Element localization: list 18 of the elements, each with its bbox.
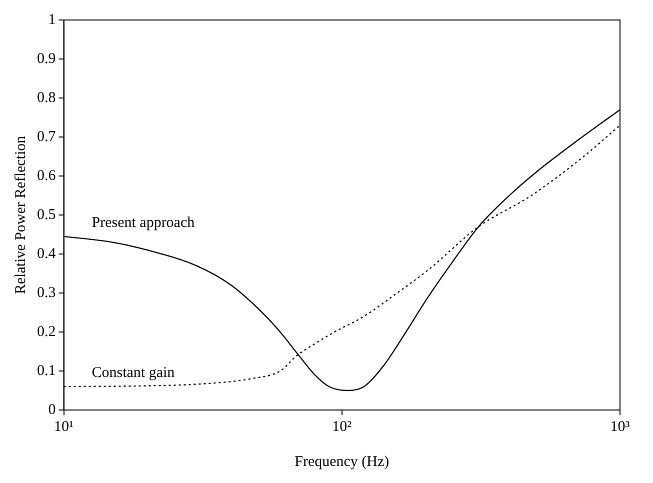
y-tick-label: 0.8 (37, 90, 56, 106)
series-label: Constant gain (92, 365, 176, 382)
y-tick-label: 0.2 (37, 324, 56, 340)
y-tick-label: 0.1 (37, 362, 56, 379)
x-tick-label: 10¹ (54, 418, 74, 435)
x-tick-label: 10³ (610, 418, 630, 435)
y-tick-label: 0.7 (37, 128, 56, 145)
y-tick-label: 0.5 (37, 206, 56, 223)
x-axis-title: Frequency (Hz) (294, 454, 390, 470)
y-tick-label: 0.9 (37, 50, 56, 67)
y-tick-label: 1 (48, 12, 56, 28)
y-tick-label: 0.4 (37, 246, 56, 262)
x-tick-label: 10² (332, 418, 352, 435)
y-tick-label: 0 (48, 402, 56, 418)
y-tick-label: 0.3 (37, 284, 56, 301)
series-label: Present approach (92, 214, 196, 231)
y-tick-label: 0.6 (37, 168, 56, 184)
y-axis-title: Relative Power Reflection (12, 135, 29, 294)
